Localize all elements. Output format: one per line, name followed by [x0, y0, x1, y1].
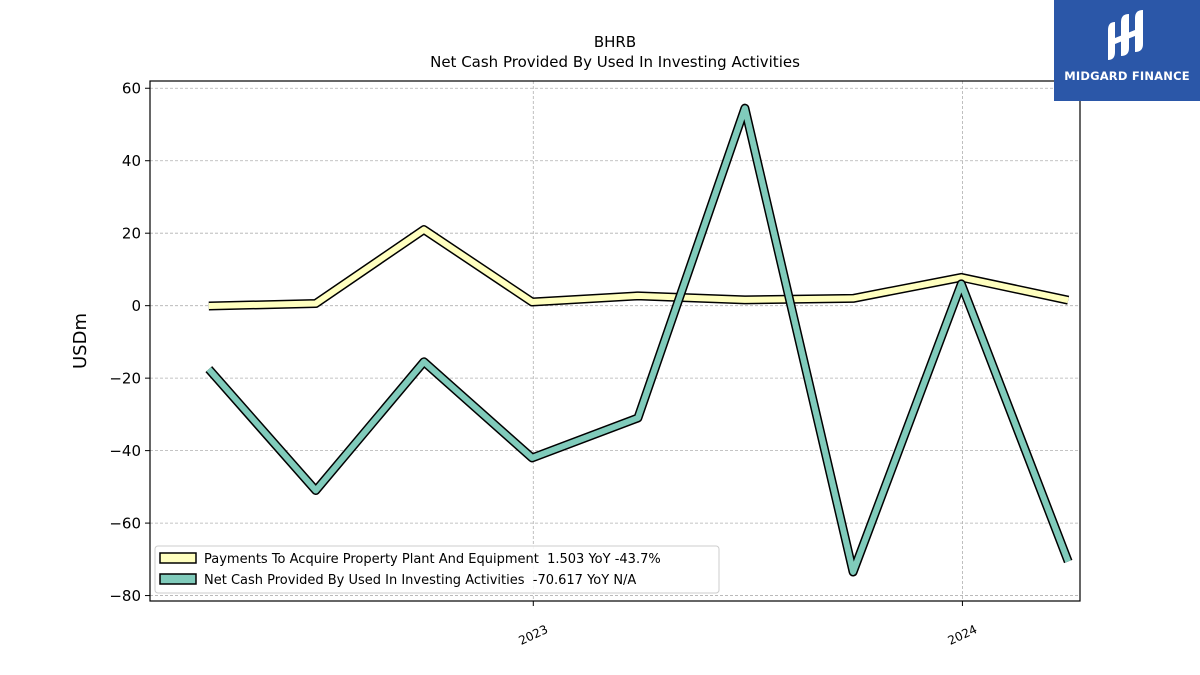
series-layer — [205, 103, 1073, 577]
y-tick-label: −40 — [109, 442, 141, 460]
y-tick-label: 40 — [122, 152, 141, 170]
y-tick-label: −60 — [109, 515, 141, 533]
plot-frame — [149, 80, 1081, 602]
y-axis-label: USDm — [70, 313, 91, 369]
midgard-logo: MIDGARD FINANCE — [1054, 0, 1200, 101]
y-tick-label: 60 — [122, 80, 141, 98]
legend-label: Payments To Acquire Property Plant And E… — [204, 552, 661, 567]
x-tick-label: 2024 — [946, 622, 980, 648]
x-tick-label: 2023 — [516, 622, 550, 648]
y-tick-label: −80 — [109, 587, 141, 605]
midgard-logo-icon — [1108, 10, 1143, 60]
logo-text: MIDGARD FINANCE — [1064, 69, 1190, 83]
series-2-line — [206, 105, 1071, 575]
y-tick-label: 20 — [122, 225, 141, 243]
legend-label: Net Cash Provided By Used In Investing A… — [204, 573, 636, 588]
legend-box — [154, 545, 720, 594]
legend: Payments To Acquire Property Plant And E… — [154, 545, 720, 594]
y-tick-label: −20 — [109, 370, 141, 388]
chart-subtitle: Net Cash Provided By Used In Investing A… — [430, 53, 800, 71]
chart-title: BHRB — [594, 33, 636, 51]
y-tick-label: 0 — [131, 297, 141, 315]
legend-swatch — [159, 573, 197, 585]
series-1-line — [208, 226, 1069, 309]
legend-swatch — [159, 552, 197, 564]
